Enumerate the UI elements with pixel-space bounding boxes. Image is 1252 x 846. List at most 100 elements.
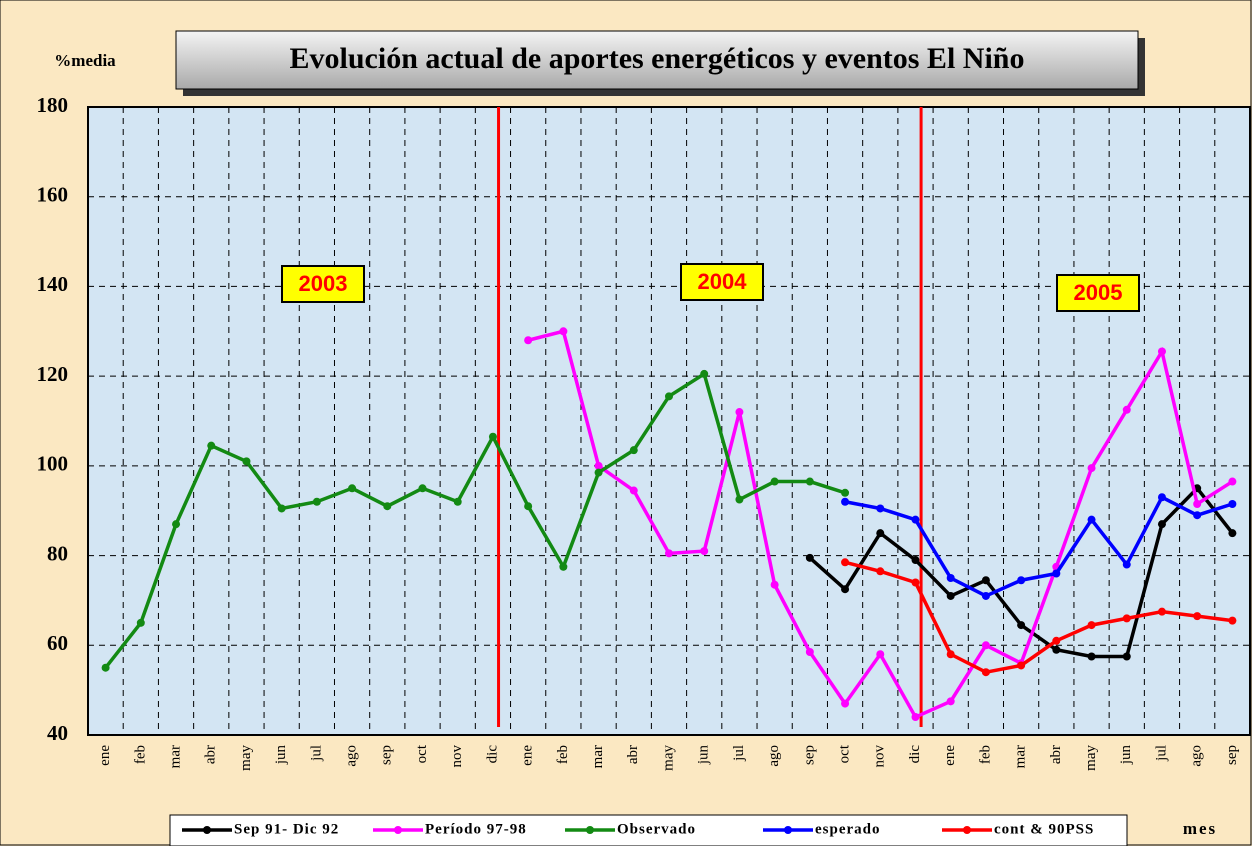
title-box [175, 30, 1139, 90]
data-point [1157, 607, 1166, 616]
data-point [594, 461, 603, 470]
data-point [876, 650, 885, 659]
y-tick-label: 40 [47, 721, 68, 745]
data-point [207, 441, 216, 450]
data-point [418, 484, 427, 493]
data-point [981, 641, 990, 650]
x-tick-label: sep [1224, 745, 1240, 765]
data-point [1052, 569, 1061, 578]
data-point [1017, 661, 1026, 670]
legend-marker [586, 826, 594, 834]
x-tick-label: ago [1189, 745, 1205, 767]
data-point [981, 668, 990, 677]
data-point [841, 699, 850, 708]
plot-area [88, 107, 1250, 735]
data-point [1122, 560, 1131, 569]
series-line [844, 560, 1233, 675]
x-tick-label: ene [97, 745, 113, 766]
data-point [911, 556, 920, 565]
data-point [946, 650, 955, 659]
data-point [594, 468, 603, 477]
y-tick-label: 140 [37, 272, 69, 296]
y-tick-label: 120 [37, 362, 69, 386]
data-point [876, 529, 885, 538]
data-point [735, 495, 744, 504]
data-point [1228, 499, 1237, 508]
data-point [665, 549, 673, 558]
x-tick-label: jun [696, 745, 712, 766]
year-label: 2003 [299, 271, 348, 296]
data-point [946, 591, 955, 600]
chart-title: Evolución actual de aportes energéticos … [290, 42, 1025, 75]
data-point [172, 520, 181, 529]
x-tick-label: oct [836, 744, 852, 763]
data-point [1228, 616, 1237, 625]
x-tick-label: mar [1013, 745, 1029, 768]
data-point [1193, 511, 1202, 520]
data-point [1193, 499, 1202, 508]
x-tick-label: jul [731, 745, 747, 762]
data-point [911, 578, 920, 587]
x-tick-label: mar [167, 745, 183, 768]
series-line [104, 371, 846, 669]
data-point [700, 547, 709, 556]
x-tick-label: may [1083, 745, 1099, 771]
data-point [805, 648, 814, 657]
x-tick-label: ene [942, 745, 958, 766]
x-tick-label: nov [449, 745, 465, 768]
data-point [1087, 464, 1096, 473]
y-tick-label: 180 [37, 93, 69, 117]
data-point [841, 558, 850, 567]
x-tick-label: feb [555, 745, 571, 764]
x-tick-label: jul [308, 745, 324, 762]
x-tick-label: dic [484, 745, 500, 764]
x-tick-label: sep [379, 745, 395, 765]
year-box [1056, 274, 1140, 312]
legend-label: esperado [815, 821, 881, 837]
x-tick-label: jun [273, 745, 289, 766]
data-point [1087, 652, 1096, 661]
data-point [805, 553, 814, 562]
data-point [981, 576, 990, 585]
data-point [1122, 405, 1131, 414]
data-point [1087, 515, 1096, 524]
x-tick-label: ene [520, 745, 536, 766]
x-tick-label: ago [766, 745, 782, 767]
data-point [1193, 612, 1202, 621]
data-point [1157, 520, 1166, 529]
x-tick-label: oct [414, 744, 430, 763]
data-point [1228, 529, 1237, 538]
data-point [1017, 576, 1026, 585]
data-point [946, 574, 955, 582]
data-point [559, 562, 568, 571]
data-point [770, 580, 779, 589]
x-tick-label: dic [907, 745, 923, 764]
x-axis-label: mes [1183, 819, 1217, 838]
data-point [488, 432, 497, 441]
year-box [281, 265, 365, 303]
legend-label: Período 97-98 [425, 821, 527, 837]
x-tick-label: jun [1118, 745, 1134, 766]
x-tick-label: mar [590, 745, 606, 768]
data-point [911, 515, 920, 524]
data-point [700, 369, 709, 378]
data-point [981, 591, 990, 600]
x-tick-label: may [238, 745, 254, 771]
x-tick-label: abr [625, 745, 641, 764]
legend-marker [784, 826, 792, 834]
data-point [383, 502, 392, 511]
legend-label: cont & 90PSS [994, 821, 1094, 837]
data-point [1122, 614, 1131, 623]
y-axis-label: %media [54, 51, 116, 70]
y-tick-label: 60 [47, 631, 68, 655]
x-tick-label: may [660, 745, 676, 771]
data-point [841, 585, 850, 594]
data-point [770, 477, 779, 486]
x-tick-label: feb [132, 745, 148, 764]
x-tick-label: abr [203, 745, 219, 764]
data-point [876, 504, 885, 513]
data-point [524, 502, 533, 511]
legend-marker [963, 826, 971, 834]
legend-marker [203, 826, 211, 834]
data-point [629, 486, 638, 495]
